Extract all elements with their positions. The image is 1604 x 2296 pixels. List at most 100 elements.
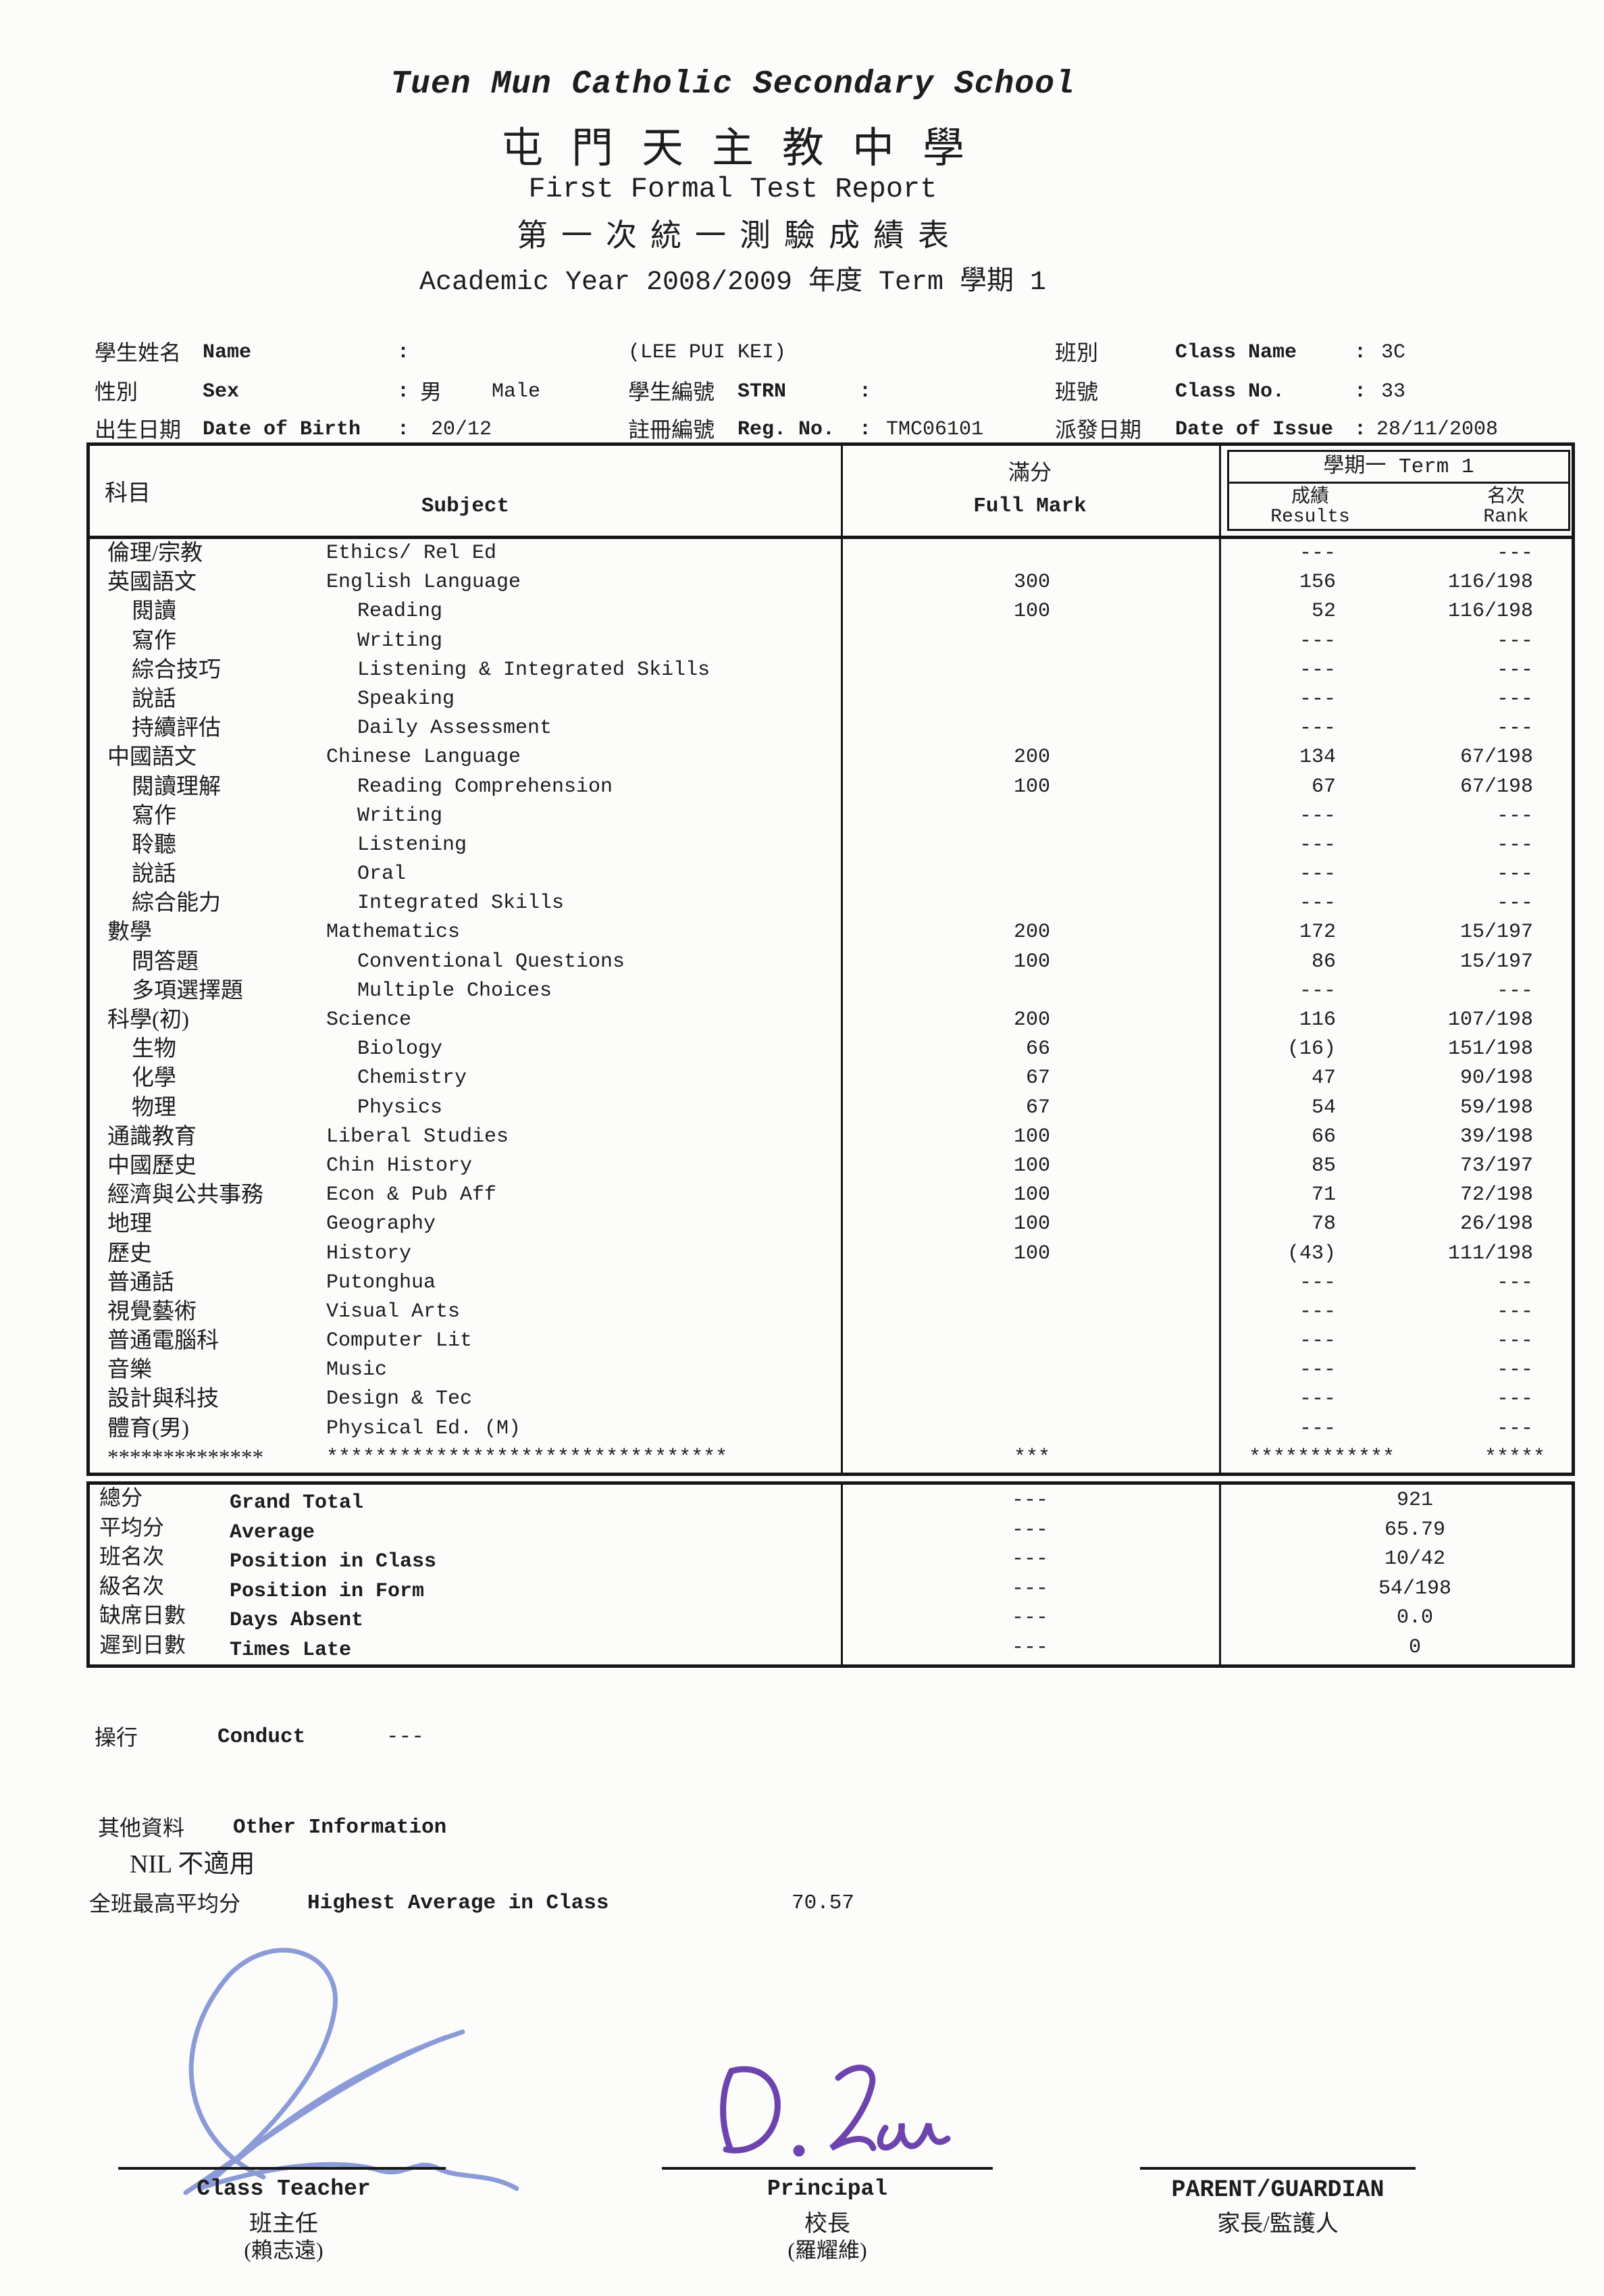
- results-value: 71: [1311, 1183, 1336, 1207]
- summary-table: 總分 Grand Total --- 921 平均分 Average --- 6…: [86, 1481, 1575, 1668]
- student-info-row-1: 學生姓名 Name : (LEE PUI KEI) 班別 Class Name …: [0, 338, 1604, 367]
- class-no-colon: :: [1354, 380, 1367, 403]
- subject-name-zh: 歷史: [107, 1241, 152, 1266]
- subject-name-zh: 閱讀理解: [132, 774, 221, 799]
- subject-name-en: Mathematics: [326, 921, 461, 944]
- rank-value: ---: [1496, 892, 1533, 915]
- subject-row: 普通話 Putonghua --- ---: [90, 1269, 1572, 1298]
- marks-table: 科目 Subject 滿分 Full Mark 學期一 Term 1 成績 Re…: [86, 442, 1575, 1476]
- summary-label-en: Position in Form: [230, 1579, 425, 1603]
- issue-value: 28/11/2008: [1376, 418, 1499, 441]
- subject-name-zh: **************: [107, 1445, 263, 1470]
- results-value: 156: [1299, 571, 1336, 594]
- class-teacher-signature-line: [118, 2167, 446, 2170]
- subject-row: 說話 Speaking --- ---: [90, 685, 1572, 714]
- results-value: 78: [1311, 1213, 1336, 1236]
- subject-row: ************** *************************…: [90, 1444, 1572, 1473]
- subject-name-zh: 數學: [107, 920, 152, 945]
- subject-row: 歷史 History 100 (43) 111/198: [90, 1240, 1572, 1269]
- subject-row: 中國語文 Chinese Language 200 134 67/198: [90, 743, 1572, 772]
- results-header-en: Results: [1270, 507, 1350, 528]
- subject-name-zh: 聆聽: [132, 832, 176, 857]
- results-header-zh: 成績: [1291, 486, 1329, 507]
- summary-value: 921: [1396, 1489, 1433, 1512]
- subject-name-en: Physics: [357, 1096, 443, 1119]
- marks-table-header: 科目 Subject 滿分 Full Mark 學期一 Term 1 成績 Re…: [90, 446, 1572, 539]
- subject-header-en: Subject: [421, 494, 510, 518]
- rank-value: 72/198: [1459, 1183, 1533, 1207]
- results-value: (16): [1287, 1038, 1336, 1061]
- class-name-label-en: Class Name: [1175, 341, 1297, 364]
- summary-label-zh: 總分: [99, 1485, 143, 1510]
- class-teacher-name: (賴志遠): [244, 2238, 324, 2262]
- results-value: 85: [1311, 1154, 1336, 1177]
- results-value: 172: [1299, 921, 1336, 944]
- subject-row: 經濟與公共事務 Econ & Pub Aff 100 71 72/198: [90, 1181, 1572, 1210]
- results-value: 54: [1311, 1096, 1336, 1119]
- student-name-value: (LEE PUI KEI): [628, 341, 787, 364]
- subject-row: 寫作 Writing --- ---: [90, 802, 1572, 831]
- issue-label-zh: 派發日期: [1055, 417, 1142, 442]
- subject-name-en: *********************************: [326, 1446, 728, 1469]
- results-value: 52: [1311, 600, 1336, 623]
- subject-name-zh: 中國語文: [107, 745, 197, 770]
- subject-name-zh: 化學: [132, 1066, 176, 1091]
- results-value: ---: [1299, 1329, 1336, 1353]
- summary-label-zh: 遲到日數: [99, 1632, 186, 1657]
- class-teacher-label-zh: 班主任: [249, 2212, 318, 2237]
- other-info-value: NIL 不適用: [130, 1850, 255, 1879]
- summary-full-mark: ---: [1011, 1489, 1048, 1512]
- full-mark-value: 300: [1013, 571, 1050, 594]
- rank-header-en: Rank: [1483, 507, 1529, 528]
- summary-value: 10/42: [1384, 1548, 1445, 1571]
- rank-value: 15/197: [1459, 950, 1533, 973]
- sex-label-zh: 性別: [95, 380, 138, 404]
- rank-value: ---: [1496, 658, 1533, 682]
- rank-value: 59/198: [1459, 1096, 1533, 1119]
- subject-name-en: Oral: [357, 863, 407, 886]
- full-mark-value: 100: [1013, 1154, 1050, 1177]
- issue-colon: :: [1354, 418, 1367, 441]
- summary-value: 54/198: [1378, 1577, 1452, 1600]
- subject-name-en: Reading: [357, 600, 443, 623]
- subject-name-en: Reading Comprehension: [357, 775, 613, 798]
- full-mark-value: 200: [1013, 746, 1050, 769]
- subject-name-en: Listening: [357, 833, 467, 857]
- class-teacher-signature: [183, 1947, 519, 2195]
- rank-value: ---: [1496, 804, 1533, 827]
- full-mark-value: 100: [1013, 1183, 1050, 1207]
- subject-name-en: Science: [326, 1009, 412, 1031]
- report-title-english: First Formal Test Report: [528, 173, 937, 205]
- marks-table-body: 倫理/宗教 Ethics/ Rel Ed --- --- 英國語文 Englis…: [90, 539, 1572, 1473]
- summary-label-en: Times Late: [230, 1638, 352, 1662]
- summary-rows: 總分 Grand Total --- 921 平均分 Average --- 6…: [90, 1485, 1572, 1663]
- subject-name-en: Computer Lit: [326, 1329, 473, 1353]
- subject-name-zh: 普通電腦科: [107, 1329, 219, 1354]
- subject-name-zh: 多項選擇題: [132, 978, 243, 1003]
- summary-full-mark: ---: [1011, 1518, 1048, 1541]
- highest-average-value: 70.57: [792, 1891, 855, 1915]
- academic-year-line: Academic Year 2008/2009 年度 Term 學期 1: [419, 267, 1047, 298]
- principal-label-en: Principal: [767, 2176, 888, 2201]
- full-mark-value: 67: [1025, 1067, 1050, 1090]
- summary-label-zh: 平均分: [99, 1514, 165, 1539]
- results-value: ---: [1299, 1358, 1336, 1382]
- results-value: ---: [1299, 1300, 1336, 1323]
- subject-name-zh: 生物: [132, 1037, 176, 1062]
- summary-label-en: Grand Total: [230, 1491, 364, 1514]
- subject-name-zh: 倫理/宗教: [107, 541, 203, 565]
- subject-name-zh: 持續評估: [132, 716, 221, 741]
- rank-value: ---: [1496, 1358, 1533, 1382]
- results-value: 47: [1311, 1067, 1336, 1090]
- summary-label-zh: 班名次: [99, 1544, 165, 1569]
- regno-value: TMC06101: [886, 418, 984, 441]
- rank-value: ---: [1496, 717, 1533, 740]
- rank-value: *****: [1484, 1446, 1545, 1469]
- subject-row: 中國歷史 Chin History 100 85 73/197: [90, 1152, 1572, 1181]
- dob-label-zh: 出生日期: [95, 417, 182, 442]
- class-teacher-label-en: Class Teacher: [197, 2176, 371, 2201]
- results-value: 67: [1311, 775, 1336, 798]
- summary-full-mark: ---: [1011, 1548, 1048, 1571]
- results-value: ---: [1299, 629, 1336, 653]
- rank-value: 67/198: [1459, 775, 1533, 798]
